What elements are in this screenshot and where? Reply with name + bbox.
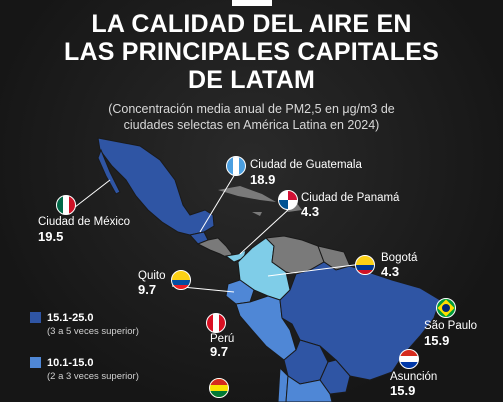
bolivia-flag-icon	[209, 378, 229, 398]
legend-swatch-10-15	[30, 357, 41, 368]
city-value-asuncion: 15.9	[390, 383, 416, 398]
peru-flag-icon	[206, 313, 226, 333]
central-america-region	[196, 237, 233, 259]
cuba-region	[218, 186, 276, 202]
city-label-panama: Ciudad de Panamá	[301, 192, 400, 204]
legend-range-10-15: 10.1-15.0	[47, 357, 94, 369]
city-label-quito: Quito	[138, 270, 166, 282]
paraguay-flag-icon	[399, 349, 419, 369]
brazil-flag-icon	[436, 298, 456, 318]
city-value-mexico: 19.5	[38, 229, 64, 244]
city-label-guatemala: Ciudad de Guatemala	[250, 159, 362, 171]
city-value-bogota: 4.3	[381, 264, 400, 279]
subtitle-line-2: ciudades selectas en América Latina en 2…	[123, 118, 380, 132]
city-label-asuncion: Asunción	[390, 371, 438, 383]
city-value-guatemala: 18.9	[250, 172, 276, 187]
baja-california-region	[97, 148, 121, 195]
panama-flag-icon	[278, 190, 298, 210]
ecuador-flag-icon	[171, 270, 191, 290]
city-label-mexico: Ciudad de México	[38, 216, 131, 228]
mexico-flag-icon	[56, 195, 76, 215]
city-label-peru: Perú	[210, 333, 235, 345]
argentina-region	[285, 375, 333, 402]
subtitle-line-1: (Concentración media anual de PM2,5 en μ…	[108, 102, 395, 116]
legend-note-10-15: (2 a 3 veces superior)	[47, 371, 139, 382]
legend-swatch-15-25	[30, 312, 41, 323]
title-line-2: LAS PRINCIPALES CAPITALES	[64, 38, 439, 66]
city-value-sao-paulo: 15.9	[424, 333, 450, 348]
title-line-1: LA CALIDAD DEL AIRE EN	[91, 10, 412, 38]
legend-range-15-25: 15.1-25.0	[47, 312, 94, 324]
legend-note-15-25: (3 a 5 veces superior)	[47, 326, 139, 337]
connector-bogota	[267, 263, 363, 277]
page-subtitle: (Concentración media anual de PM2,5 en μ…	[0, 101, 503, 133]
guatemala-flag-icon	[226, 156, 246, 176]
jamaica-region	[252, 212, 262, 216]
city-value-peru: 9.7	[210, 344, 229, 359]
city-label-sao-paulo: São Paulo	[424, 320, 478, 332]
connector-guatemala	[199, 173, 236, 233]
top-accent-bar	[232, 0, 272, 6]
city-value-panama: 4.3	[301, 204, 320, 219]
page-title: LA CALIDAD DEL AIRE EN LAS PRINCIPALES C…	[0, 10, 503, 94]
chile-region	[277, 366, 289, 402]
city-label-bogota: Bogotá	[381, 252, 418, 264]
colombia-flag-icon	[355, 255, 375, 275]
connector-panama	[239, 209, 289, 255]
city-value-quito: 9.7	[138, 282, 157, 297]
title-line-3: DE LATAM	[187, 66, 316, 94]
